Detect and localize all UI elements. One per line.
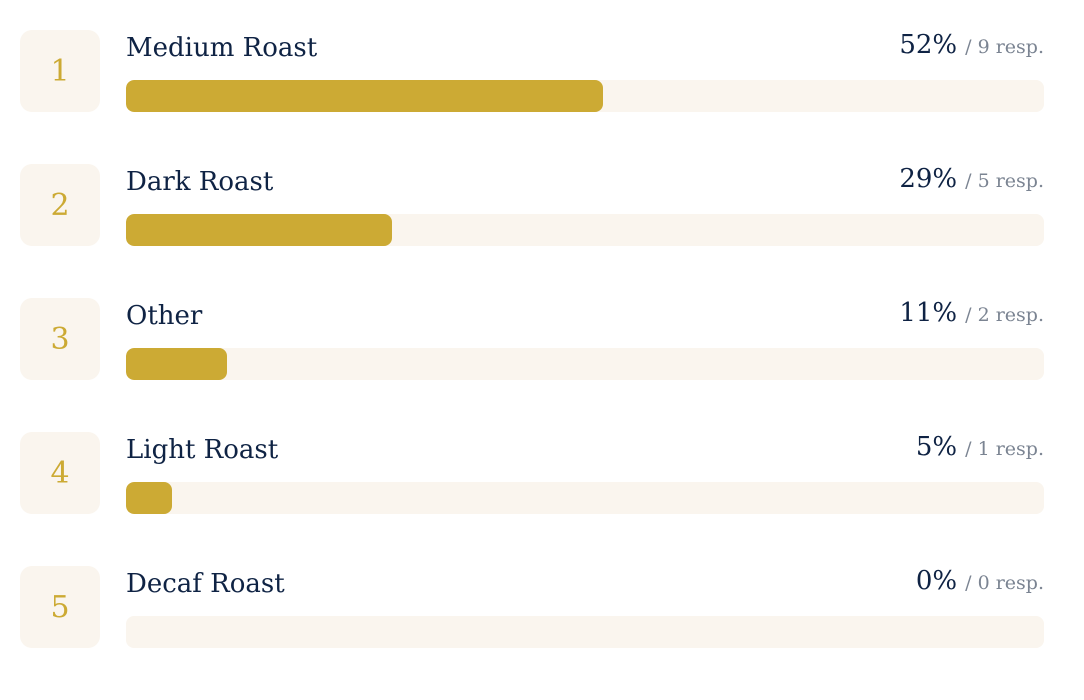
stats: 5% / 1 resp.: [916, 432, 1044, 468]
response-count: / 0 resp.: [965, 572, 1044, 594]
ranking-row: 4 Light Roast 5% / 1 resp.: [20, 432, 1044, 514]
rank-number: 5: [50, 590, 70, 625]
rank-number: 4: [50, 456, 70, 491]
rank-number: 2: [50, 188, 70, 223]
percent-label: 0%: [915, 566, 958, 596]
stats: 0% / 0 resp.: [916, 566, 1044, 602]
bar-fill: [126, 214, 393, 246]
percent-label: 11%: [899, 298, 958, 328]
rank-badge: 5: [20, 566, 100, 648]
percent-label: 52%: [899, 30, 958, 60]
bar-fill: [126, 80, 604, 112]
bar-track: [126, 348, 1044, 380]
percent-label: 29%: [899, 164, 958, 194]
stats: 11% / 2 resp.: [899, 298, 1044, 334]
rank-number: 3: [50, 322, 70, 357]
ranking-row: 3 Other 11% / 2 resp.: [20, 298, 1044, 380]
category-label: Medium Roast: [126, 33, 318, 63]
bar-track: [126, 214, 1044, 246]
bar-fill: [126, 348, 227, 380]
ranking-row: 5 Decaf Roast 0% / 0 resp.: [20, 566, 1044, 648]
bar-fill: [126, 482, 172, 514]
rank-badge: 4: [20, 432, 100, 514]
bar-track: [126, 616, 1044, 648]
bar-track: [126, 482, 1044, 514]
ranking-row: 1 Medium Roast 52% / 9 resp.: [20, 30, 1044, 112]
category-label: Decaf Roast: [126, 569, 285, 599]
percent-label: 5%: [915, 432, 958, 462]
rank-number: 1: [50, 54, 70, 89]
response-count: / 5 resp.: [965, 170, 1044, 192]
rank-badge: 3: [20, 298, 100, 380]
response-count: / 2 resp.: [965, 304, 1044, 326]
rank-badge: 1: [20, 30, 100, 112]
ranking-list: 1 Medium Roast 52% / 9 resp. 2 Dark Roas…: [20, 30, 1044, 700]
category-label: Other: [126, 301, 203, 331]
bar-track: [126, 80, 1044, 112]
response-count: / 9 resp.: [965, 36, 1044, 58]
response-count: / 1 resp.: [965, 438, 1044, 460]
stats: 29% / 5 resp.: [899, 164, 1044, 200]
stats: 52% / 9 resp.: [899, 30, 1044, 66]
rank-badge: 2: [20, 164, 100, 246]
category-label: Dark Roast: [126, 167, 274, 197]
category-label: Light Roast: [126, 435, 279, 465]
ranking-row: 2 Dark Roast 29% / 5 resp.: [20, 164, 1044, 246]
